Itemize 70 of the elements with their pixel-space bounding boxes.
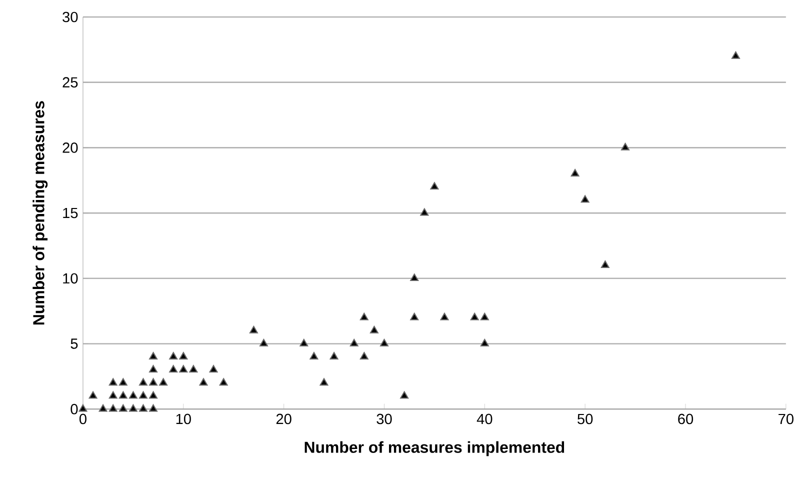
x-tick-label: 0 (79, 414, 86, 424)
point (410, 274, 419, 281)
point (580, 195, 590, 203)
point (360, 312, 368, 320)
x-tick-label: 40 (476, 414, 492, 424)
point (330, 352, 338, 360)
point (189, 365, 198, 372)
y-axis-title: Number of pending measures (32, 101, 48, 324)
point (480, 312, 489, 320)
point (108, 391, 118, 399)
point (260, 338, 268, 346)
point (149, 404, 158, 412)
point (118, 378, 128, 386)
x-tick-label: 30 (376, 414, 392, 424)
point (98, 404, 108, 412)
y-tick-label: 15 (63, 208, 78, 218)
point (300, 338, 308, 346)
point (621, 142, 630, 150)
point (570, 168, 580, 176)
point (139, 378, 148, 386)
point (159, 378, 168, 386)
point (179, 352, 188, 360)
y-tick-label: 0 (70, 404, 78, 414)
point (128, 391, 138, 399)
point (139, 391, 148, 399)
point (360, 352, 368, 360)
point (128, 404, 138, 412)
point (219, 378, 228, 386)
point (380, 338, 388, 346)
point (370, 326, 378, 334)
point (310, 352, 318, 360)
x-tick-label: 70 (778, 414, 794, 424)
point (108, 404, 118, 412)
point (78, 404, 88, 412)
y-tick-label: 20 (62, 142, 78, 153)
point (139, 404, 148, 412)
point (249, 326, 258, 334)
point (420, 208, 429, 216)
x-tick-label: 50 (578, 414, 593, 424)
point (430, 182, 439, 190)
point (169, 365, 178, 372)
point (179, 365, 188, 372)
x-tick-label: 20 (276, 414, 292, 424)
point (118, 391, 128, 399)
x-axis-title: Number of measures implemented (304, 441, 564, 456)
point (320, 378, 328, 386)
point (149, 391, 158, 399)
point (732, 51, 740, 59)
point (410, 312, 419, 320)
x-tick-label: 10 (176, 414, 191, 424)
y-tick-label: 25 (62, 77, 78, 88)
x-tick-label: 60 (678, 414, 694, 424)
point (149, 352, 158, 360)
point (350, 338, 358, 346)
point (108, 378, 118, 386)
point (400, 391, 409, 399)
y-tick-label: 10 (63, 273, 78, 284)
y-tick-label: 30 (62, 12, 78, 22)
point (169, 352, 178, 360)
point (440, 312, 449, 320)
point (118, 404, 128, 412)
point (88, 391, 98, 399)
point (209, 365, 218, 372)
point (600, 260, 610, 268)
point (149, 365, 158, 372)
point (199, 378, 208, 386)
point (470, 312, 479, 320)
point (480, 338, 489, 346)
point (149, 378, 158, 386)
y-tick-label: 5 (70, 338, 78, 349)
